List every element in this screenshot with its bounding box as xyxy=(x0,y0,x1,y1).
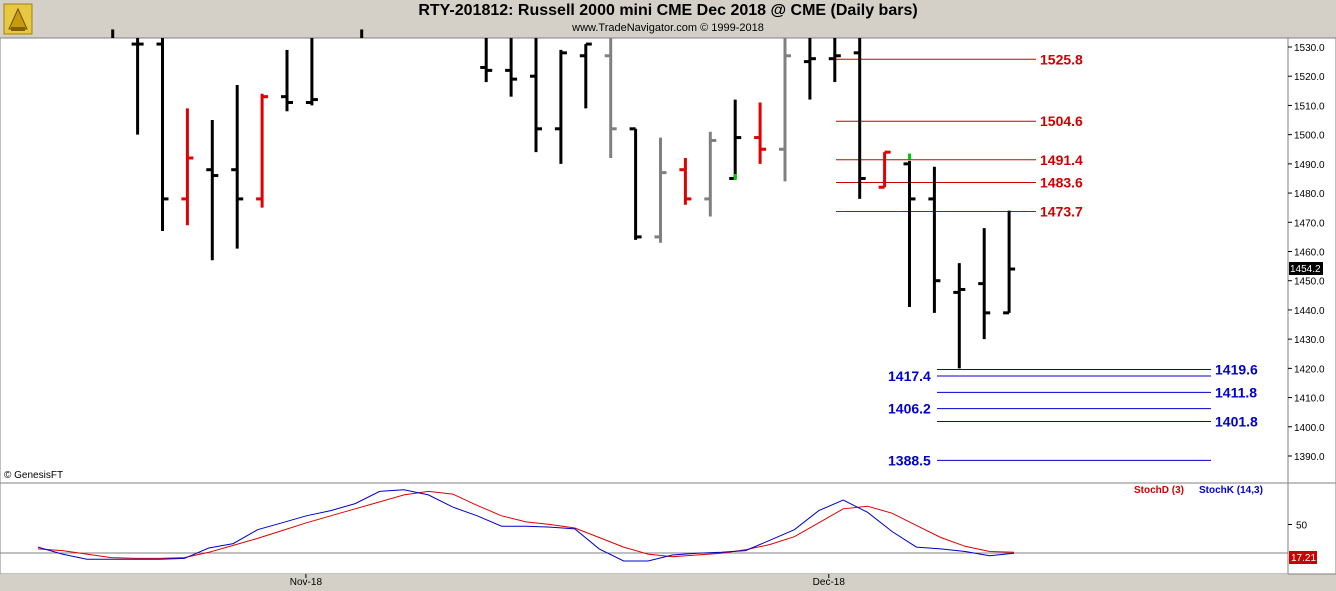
resistance-label: 1491.4 xyxy=(1040,152,1083,168)
current-price-marker xyxy=(1289,262,1323,275)
date-tick-label: Nov-18 xyxy=(290,577,323,588)
price-tick-label: 1400.0 xyxy=(1294,423,1325,434)
stoch-tick-label: 50 xyxy=(1296,521,1308,532)
resistance-label: 1483.6 xyxy=(1040,175,1083,191)
price-tick-label: 1510.0 xyxy=(1294,101,1325,112)
support-label: 1417.4 xyxy=(888,368,931,384)
price-tick-label: 1470.0 xyxy=(1294,218,1325,229)
price-tick-label: 1480.0 xyxy=(1294,189,1325,200)
date-tick-label: Dec-18 xyxy=(813,577,846,588)
price-panel[interactable] xyxy=(0,37,1289,484)
support-label: 1419.6 xyxy=(1215,362,1258,378)
trade-navigator-logo-icon xyxy=(3,3,33,35)
current-price-label: 1454.2 xyxy=(1290,264,1321,275)
stochd-legend: StochD (3) xyxy=(1134,485,1184,496)
watermark: © GenesisFT xyxy=(4,470,63,481)
price-tick-label: 1460.0 xyxy=(1294,248,1325,259)
price-levels: 1525.8 1504.6 1491.4 1483.6 1473.7 1419.6 1417… xyxy=(836,51,1258,468)
price-tick-label: 1500.0 xyxy=(1294,131,1325,142)
date-axis xyxy=(0,574,1288,591)
price-tick-label: 1450.0 xyxy=(1294,277,1325,288)
support-label: 1388.5 xyxy=(888,452,931,468)
stoch-value-marker xyxy=(1289,551,1317,564)
support-label: 1406.2 xyxy=(888,401,931,417)
stochd-line xyxy=(37,490,1015,559)
price-tick-label: 1520.0 xyxy=(1294,72,1325,83)
date-labels: Nov-18 Dec-18 xyxy=(290,574,846,588)
price-tick-label: 1420.0 xyxy=(1294,364,1325,375)
price-tick-label: 1490.0 xyxy=(1294,160,1325,171)
support-label: 1411.8 xyxy=(1215,384,1257,400)
resistance-label: 1504.6 xyxy=(1040,113,1083,129)
resistance-label: 1525.8 xyxy=(1040,51,1083,67)
stochastic-lines: 50 xyxy=(0,489,1308,562)
chart-title: RTY-201812: Russell 2000 mini CME Dec 20… xyxy=(418,2,918,19)
price-tick-label: 1530.0 xyxy=(1294,43,1325,54)
chart-header: RTY-201812: Russell 2000 mini CME Dec 20… xyxy=(0,0,1336,38)
price-tick-label: 1430.0 xyxy=(1294,335,1325,346)
stochk-legend: StochK (14,3) xyxy=(1199,485,1263,496)
stoch-panel[interactable] xyxy=(0,482,1289,575)
resistance-label: 1473.7 xyxy=(1040,203,1083,219)
stochk-line xyxy=(37,489,1015,562)
price-tick-label: 1390.0 xyxy=(1294,452,1325,463)
chart-subtitle: www.TradeNavigator.com © 1999-2018 xyxy=(572,22,764,34)
price-axis xyxy=(1287,37,1336,484)
price-bars xyxy=(111,29,1016,369)
price-tick-label: 1440.0 xyxy=(1294,306,1325,317)
price-tick-label: 1410.0 xyxy=(1294,394,1325,405)
price-tick-labels: 1390.0 1400.0 1410.0 1420.0 1430.0 1440.0 1450… xyxy=(1288,43,1325,463)
stoch-value-label: 17.21 xyxy=(1291,553,1316,564)
support-label: 1401.8 xyxy=(1215,414,1258,430)
